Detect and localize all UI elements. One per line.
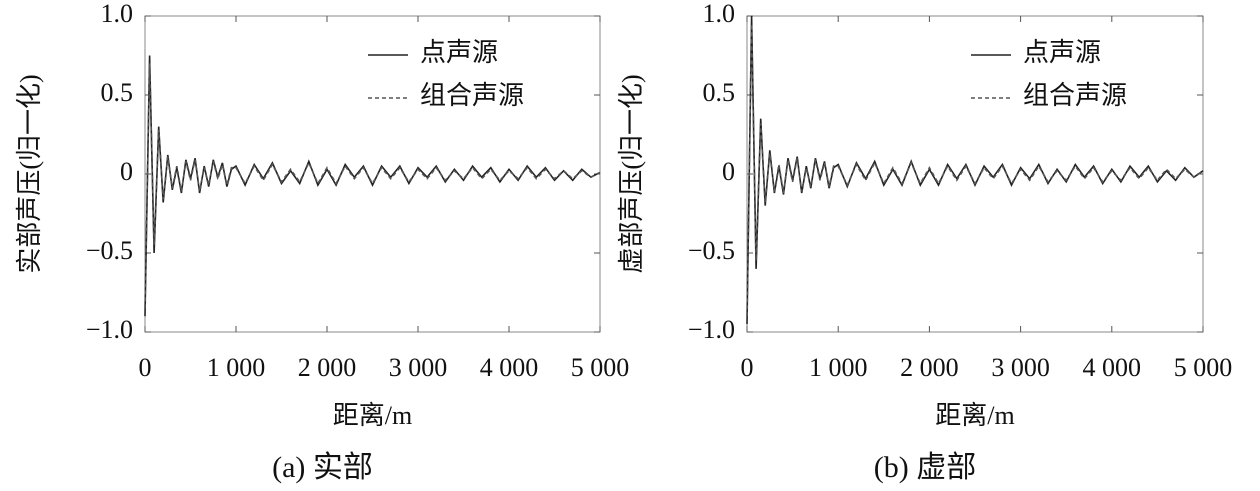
y-tick-label: −1.0	[688, 315, 735, 344]
data-line	[144, 63, 601, 309]
y-tick-label: 1.0	[703, 0, 736, 28]
x-tick-label: 2 000	[298, 353, 357, 382]
subplot-caption: (a) 实部	[272, 451, 373, 484]
data-line	[746, 15, 1204, 325]
y-tick-label: 0.5	[101, 78, 134, 107]
legend-label: 点声源	[1023, 38, 1101, 67]
y-tick-label: 0	[722, 157, 735, 186]
data-line	[746, 23, 1204, 317]
y-axis-label: 虚部声压(归一化)	[617, 74, 646, 273]
y-tick-label: 1.0	[101, 0, 134, 28]
y-tick-label: −1.0	[86, 315, 133, 344]
x-tick-label: 4 000	[1083, 353, 1142, 382]
subplot: −1.0 −0.5 0 0.5 1.0 0 1 000 2 000 3 000 4 000 5 00…	[617, 0, 1232, 484]
x-tick-label: 3 000	[991, 353, 1050, 382]
x-axis-label: 距离/m	[935, 401, 1014, 430]
legend-label: 点声源	[420, 38, 498, 67]
plot-frame	[144, 15, 601, 333]
y-tick-label: 0	[120, 157, 133, 186]
legend-label: 组合声源	[420, 81, 524, 110]
y-tick-label: −0.5	[86, 236, 133, 265]
x-tick-label: 1 000	[207, 353, 266, 382]
data-line	[144, 55, 601, 317]
x-tick-label: 5 000	[1174, 353, 1233, 382]
x-tick-label: 3 000	[389, 353, 448, 382]
x-tick-label: 0	[741, 353, 754, 382]
subplot: −1.0 −0.5 0 0.5 1.0 0 1 000 2 000 3 000 4 000 5 00…	[15, 0, 629, 484]
x-tick-label: 2 000	[900, 353, 959, 382]
y-tick-label: −0.5	[688, 236, 735, 265]
x-tick-label: 1 000	[809, 353, 868, 382]
x-tick-label: 5 000	[571, 353, 630, 382]
legend-label: 组合声源	[1023, 81, 1127, 110]
plot-frame	[746, 15, 1204, 333]
x-tick-label: 0	[139, 353, 152, 382]
y-tick-label: 0.5	[703, 78, 736, 107]
x-tick-label: 4 000	[480, 353, 539, 382]
subplot-caption: (b) 虚部	[874, 451, 976, 484]
x-axis-label: 距离/m	[333, 401, 412, 430]
y-axis-label: 实部声压(归一化)	[15, 74, 44, 273]
